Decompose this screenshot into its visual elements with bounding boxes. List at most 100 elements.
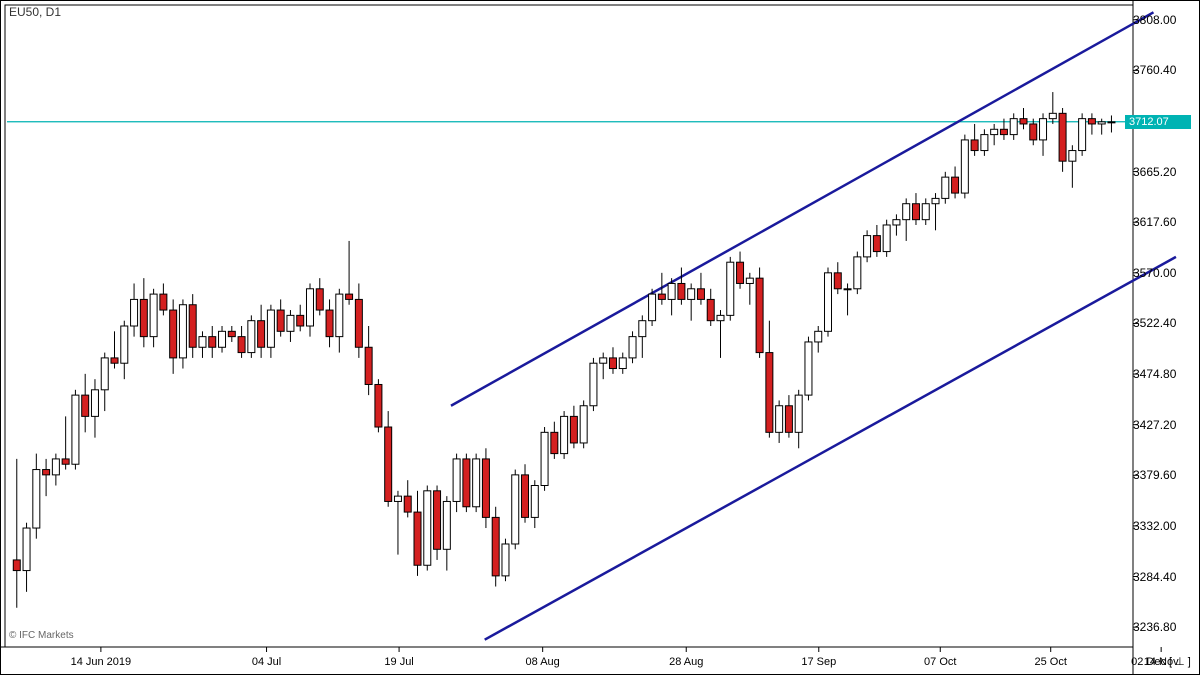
candle bbox=[952, 177, 959, 193]
candle bbox=[238, 337, 245, 353]
candle bbox=[981, 135, 988, 151]
candle bbox=[541, 432, 548, 485]
candle bbox=[463, 459, 470, 507]
candle bbox=[873, 236, 880, 252]
candle bbox=[590, 363, 597, 406]
current-price-badge: 3712.07 bbox=[1125, 115, 1191, 129]
y-tick-label: 3379.60 bbox=[1133, 468, 1189, 482]
candle bbox=[170, 310, 177, 358]
candle bbox=[991, 129, 998, 134]
x-tick-label: 07 Oct bbox=[924, 656, 956, 668]
x-tick-label: 14 Jun 2019 bbox=[71, 656, 132, 668]
candle bbox=[658, 294, 665, 299]
candle bbox=[1049, 113, 1056, 118]
y-tick-label: 3760.40 bbox=[1133, 63, 1189, 77]
candle bbox=[297, 315, 304, 326]
candle bbox=[756, 278, 763, 352]
candle bbox=[844, 289, 851, 290]
candle bbox=[697, 289, 704, 300]
candle bbox=[825, 273, 832, 331]
x-tick-label: 17 Sep bbox=[801, 656, 836, 668]
candle bbox=[649, 294, 656, 321]
candle bbox=[91, 390, 98, 417]
candle bbox=[160, 294, 167, 310]
candle bbox=[1079, 119, 1086, 151]
candle bbox=[668, 283, 675, 299]
chart-plot-svg bbox=[1, 1, 1200, 675]
candle bbox=[746, 278, 753, 283]
candle bbox=[306, 289, 313, 326]
candle bbox=[287, 315, 294, 331]
candle bbox=[903, 204, 910, 220]
candle bbox=[883, 225, 890, 252]
candle bbox=[971, 140, 978, 151]
candle bbox=[1040, 119, 1047, 140]
candle bbox=[355, 299, 362, 347]
y-tick-label: 3474.80 bbox=[1133, 367, 1189, 381]
candle bbox=[473, 459, 480, 507]
candle bbox=[121, 326, 128, 363]
candle bbox=[404, 496, 411, 512]
candle bbox=[316, 289, 323, 310]
candle bbox=[72, 395, 79, 464]
candle bbox=[52, 459, 59, 475]
y-tick-label: 3332.00 bbox=[1133, 519, 1189, 533]
candle bbox=[492, 517, 499, 575]
candle bbox=[639, 321, 646, 337]
candlestick-chart: EU50, D1 3712.07 © IFC Markets3236.80328… bbox=[0, 0, 1200, 675]
candle bbox=[131, 299, 138, 326]
candle bbox=[248, 321, 255, 353]
candle bbox=[864, 236, 871, 257]
candle bbox=[707, 299, 714, 320]
candle bbox=[150, 294, 157, 337]
candle bbox=[893, 220, 900, 225]
y-tick-label: 3522.40 bbox=[1133, 316, 1189, 330]
candle bbox=[1088, 119, 1095, 124]
candle bbox=[326, 310, 333, 337]
candle bbox=[961, 140, 968, 193]
candle bbox=[140, 299, 147, 336]
x-tick-label: 19 Jul bbox=[384, 656, 413, 668]
candle bbox=[424, 491, 431, 565]
candle bbox=[1030, 124, 1037, 140]
x-tick-label: 04 Jul bbox=[252, 656, 281, 668]
candle bbox=[453, 459, 460, 502]
candle bbox=[688, 289, 695, 300]
candle bbox=[111, 358, 118, 363]
y-tick-label: 3808.00 bbox=[1133, 13, 1189, 27]
candle bbox=[199, 337, 206, 348]
candle bbox=[942, 177, 949, 198]
y-tick-label: 3236.80 bbox=[1133, 620, 1189, 634]
candle bbox=[522, 475, 529, 518]
candle bbox=[531, 486, 538, 518]
candle bbox=[267, 310, 274, 347]
candle bbox=[228, 331, 235, 336]
candle bbox=[209, 337, 216, 348]
candle bbox=[13, 560, 20, 571]
candle bbox=[189, 305, 196, 348]
candle bbox=[854, 257, 861, 289]
candle bbox=[1000, 129, 1007, 134]
channel-upper bbox=[451, 12, 1154, 405]
candle bbox=[43, 470, 50, 475]
candle bbox=[1059, 113, 1066, 161]
candle bbox=[815, 331, 822, 342]
candle bbox=[717, 315, 724, 320]
candle bbox=[795, 395, 802, 432]
candle bbox=[609, 358, 616, 369]
candle bbox=[394, 496, 401, 501]
x-end-label: 02 Dec [ ⊥ ] bbox=[1131, 655, 1191, 668]
candle bbox=[629, 337, 636, 358]
candle bbox=[258, 321, 265, 348]
candle bbox=[922, 204, 929, 220]
candle bbox=[434, 491, 441, 549]
candle bbox=[805, 342, 812, 395]
y-tick-label: 3284.40 bbox=[1133, 570, 1189, 584]
candle bbox=[1020, 119, 1027, 124]
copyright-label: © IFC Markets bbox=[9, 630, 74, 641]
candle bbox=[600, 358, 607, 363]
candle bbox=[482, 459, 489, 517]
candle bbox=[1098, 122, 1105, 124]
candle bbox=[785, 406, 792, 433]
candle bbox=[932, 198, 939, 203]
